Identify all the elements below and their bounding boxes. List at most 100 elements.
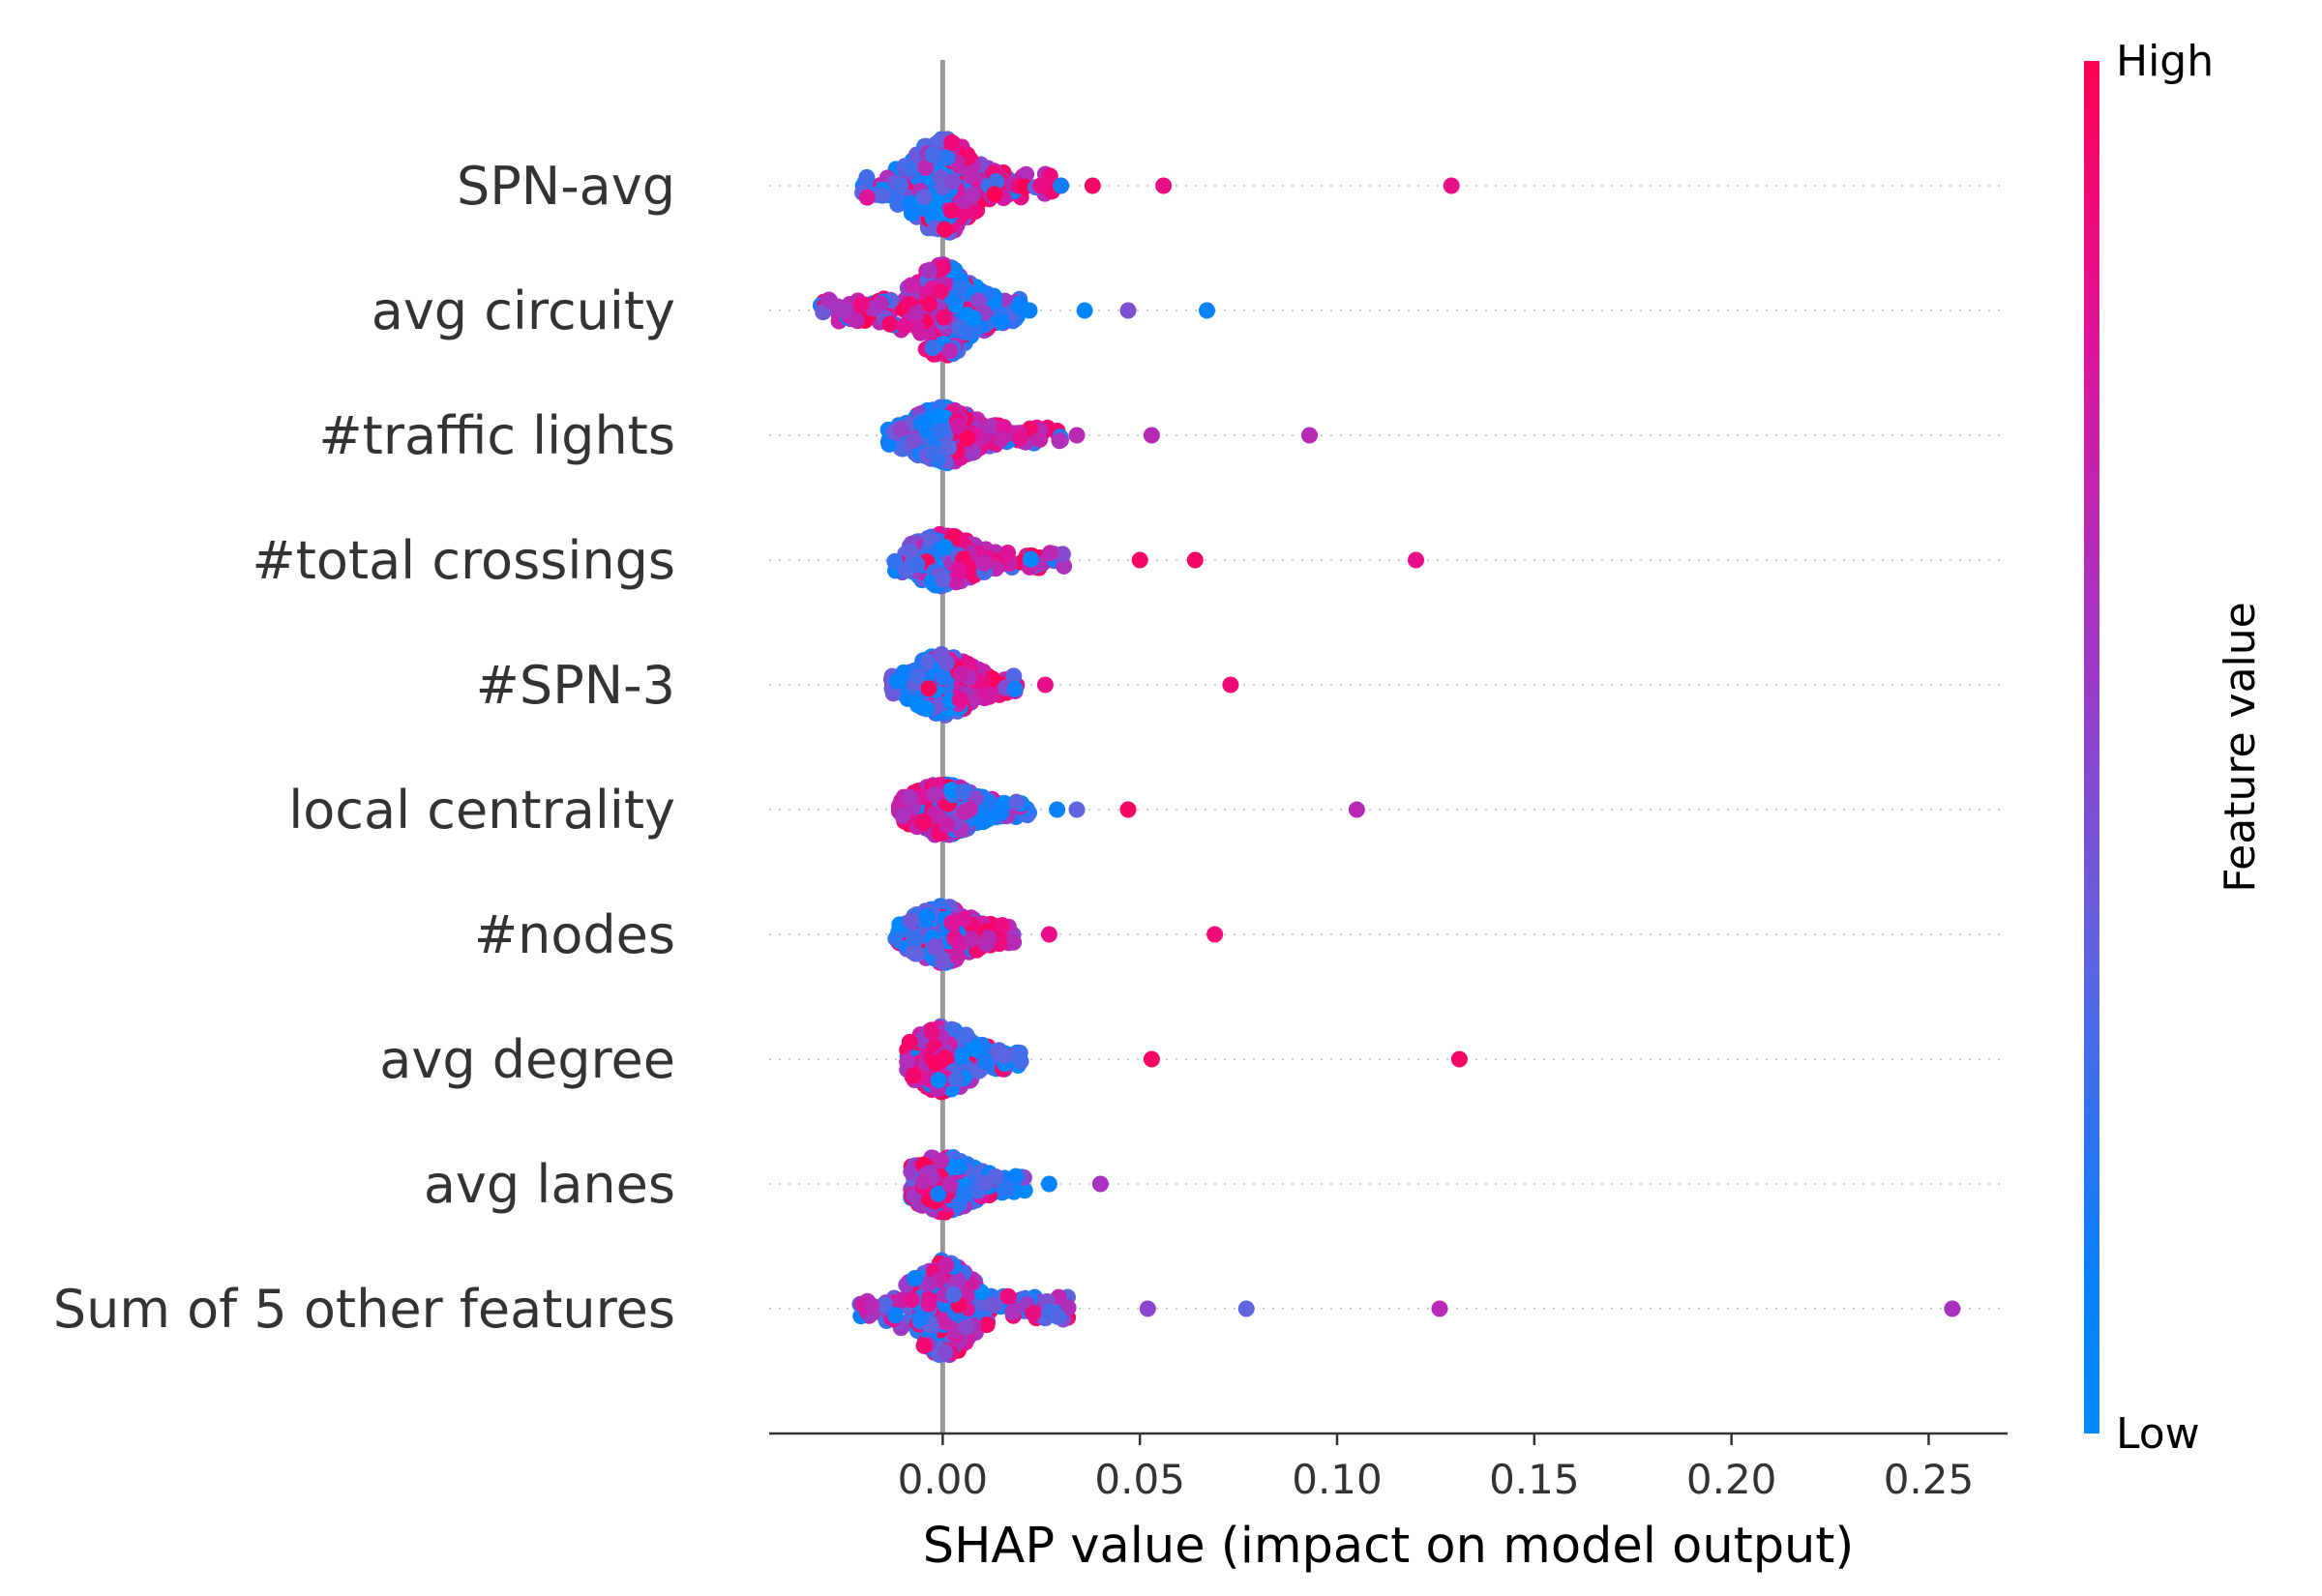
shap-outlier-point <box>1040 926 1057 943</box>
shap-point <box>895 664 912 681</box>
shap-point <box>829 298 847 315</box>
shap-point <box>926 785 943 803</box>
shap-point <box>954 783 971 801</box>
shap-point <box>886 1307 904 1324</box>
x-axis-title: SHAP value (impact on model output) <box>923 1518 1855 1575</box>
shap-point <box>994 917 1011 934</box>
feature-labels: SPN-avg avg circuity #traffic lights #total… <box>53 156 675 1340</box>
shap-point <box>874 187 891 204</box>
shap-point <box>943 914 961 931</box>
shap-point <box>1054 546 1071 563</box>
shap-point <box>959 429 976 447</box>
feature-label: #nodes <box>474 904 675 965</box>
shap-point <box>996 1180 1012 1197</box>
colorbar-title: Feature value <box>2216 602 2265 892</box>
feature-label: #traffic lights <box>318 405 675 466</box>
shap-point <box>901 1033 918 1050</box>
shap-point <box>977 1053 994 1071</box>
shap-outlier-point <box>1076 302 1093 319</box>
shap-point <box>905 943 922 961</box>
shap-point <box>914 1172 932 1190</box>
shap-point <box>848 311 865 329</box>
shap-point <box>965 310 982 327</box>
shap-point <box>924 146 941 163</box>
shap-point <box>903 277 920 294</box>
shap-point <box>886 553 904 570</box>
shap-point <box>965 186 982 203</box>
shap-outlier-point <box>1348 801 1365 818</box>
shap-point <box>881 315 899 333</box>
shap-point <box>889 195 907 213</box>
shap-point <box>943 133 961 151</box>
shap-point <box>973 813 991 830</box>
shap-point <box>940 439 958 457</box>
shap-outlier-point <box>1443 177 1460 194</box>
shap-point <box>933 1152 950 1169</box>
shap-outlier-point <box>1143 427 1160 444</box>
shap-point <box>902 544 919 560</box>
shap-point <box>937 221 953 238</box>
shap-point <box>997 1048 1014 1065</box>
shap-point <box>941 1176 959 1194</box>
shap-point <box>947 1072 965 1088</box>
shap-outlier-point <box>1036 676 1054 694</box>
shap-point <box>918 907 936 925</box>
shap-point <box>908 556 926 574</box>
shap-point <box>952 665 969 683</box>
shap-point <box>911 1310 929 1327</box>
shap-point <box>863 1297 880 1315</box>
shap-point <box>955 1186 972 1203</box>
shap-point <box>892 421 909 438</box>
shap-point <box>915 813 933 831</box>
shap-point <box>909 696 926 714</box>
shap-outlier-point <box>1222 676 1239 694</box>
shap-point <box>902 912 919 930</box>
shap-point <box>988 173 1005 190</box>
colorbar: High Low Feature value <box>2084 37 2265 1459</box>
shap-outlier-point <box>1186 551 1204 569</box>
shap-point <box>957 324 974 341</box>
x-tick-label: 0.00 <box>898 1456 989 1503</box>
colorbar-bar <box>2084 61 2099 1433</box>
shap-point <box>938 1256 955 1274</box>
shap-point <box>923 1023 940 1041</box>
shap-point <box>921 295 938 312</box>
shap-point <box>876 1296 893 1314</box>
shap-point <box>920 1276 937 1293</box>
feature-label: SPN-avg <box>457 156 675 217</box>
shap-point <box>852 296 870 313</box>
shap-point <box>921 262 938 280</box>
shap-outlier-point <box>1021 302 1038 319</box>
shap-point <box>982 418 999 435</box>
shap-point <box>1012 1052 1029 1070</box>
points-layer <box>812 131 1961 1364</box>
shap-point <box>942 202 960 220</box>
shap-point <box>913 787 931 805</box>
shap-point <box>956 803 973 820</box>
shap-point <box>945 1286 963 1303</box>
shap-outlier-point <box>1155 177 1173 194</box>
shap-point <box>966 1040 983 1057</box>
shap-outlier-point <box>1408 551 1424 569</box>
shap-point <box>905 1067 922 1084</box>
shap-point <box>1023 550 1039 568</box>
shap-outlier-point <box>1431 1300 1448 1317</box>
shap-point <box>944 173 962 191</box>
shap-point <box>999 1287 1017 1305</box>
shap-point <box>907 931 924 948</box>
shap-point <box>958 1026 975 1044</box>
shap-point <box>937 539 954 556</box>
shap-point <box>1008 793 1026 811</box>
shap-point <box>858 168 876 186</box>
shap-point <box>937 1344 954 1361</box>
shap-point <box>1004 1303 1022 1320</box>
shap-point <box>950 418 967 434</box>
shap-outlier-point <box>1139 1300 1156 1317</box>
shap-outlier-point <box>1301 427 1318 444</box>
shap-point <box>951 691 968 708</box>
shap-point <box>951 280 968 296</box>
shap-outlier-point <box>1199 302 1215 319</box>
shap-point <box>920 680 938 697</box>
shap-point <box>982 687 999 704</box>
shap-point <box>1050 1308 1067 1325</box>
